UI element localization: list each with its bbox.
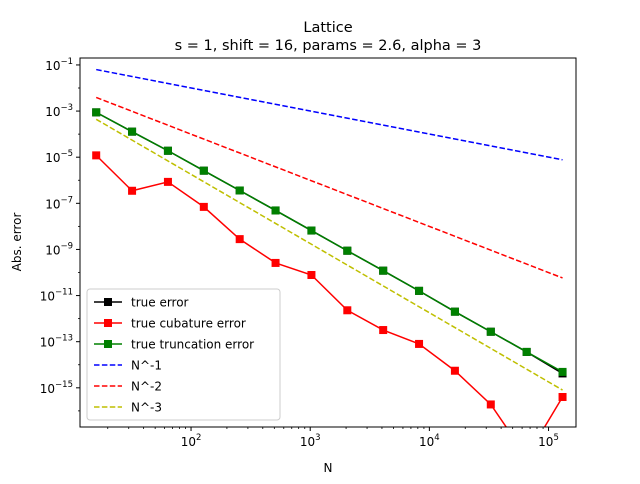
data-point [486, 327, 495, 336]
y-tick-label: 10−15 [40, 380, 73, 396]
data-point [307, 226, 316, 235]
data-point [415, 286, 424, 295]
series-2 [92, 108, 567, 376]
data-point [343, 306, 352, 315]
data-point [271, 258, 280, 267]
data-point [558, 392, 567, 401]
data-point [163, 177, 172, 186]
data-point [163, 146, 172, 155]
legend-label: N^-1 [131, 359, 162, 373]
legend-entry: N^-2 [94, 380, 162, 394]
legend-entry: true error [94, 296, 189, 310]
legend-label: N^-2 [131, 380, 162, 394]
x-tick-label: 103 [300, 433, 321, 449]
x-axis-label: N [324, 461, 333, 475]
data-point [450, 366, 459, 375]
legend-entry: N^-3 [94, 401, 162, 415]
series-layer [92, 68, 567, 427]
y-tick-label: 10−9 [45, 241, 73, 257]
legend-entry: true cubature error [94, 317, 246, 331]
x-tick-label: 104 [419, 433, 440, 449]
legend-marker [104, 298, 112, 306]
axis-ticks: 102 103 104 105 10−15 10−13 10−11 10−9 10−7 10−5 1… [40, 57, 559, 449]
data-point [199, 166, 208, 175]
chart-subtitle: s = 1, shift = 16, params = 2.6, alpha =… [175, 38, 482, 54]
chart-title: Lattice [303, 20, 352, 36]
series-line [95, 154, 564, 427]
series-line [95, 111, 563, 373]
data-point [522, 347, 531, 356]
data-point [307, 270, 316, 279]
series-4 [95, 96, 563, 279]
legend-entry: true truncation error [94, 338, 254, 352]
y-tick-label: 10−7 [45, 195, 73, 211]
legend-label: true truncation error [131, 338, 254, 352]
x-tick-label: 102 [181, 433, 202, 449]
data-point [92, 151, 101, 160]
y-tick-label: 10−3 [45, 103, 73, 119]
data-point [199, 202, 208, 211]
series-5 [95, 118, 563, 391]
x-tick-label: 105 [538, 433, 559, 449]
y-tick-label: 10−1 [45, 57, 73, 73]
series-line [95, 118, 563, 391]
legend-box [86, 288, 281, 421]
y-tick-label: 10−5 [45, 149, 73, 165]
y-tick-label: 10−11 [40, 288, 73, 304]
legend-entry: N^-1 [94, 359, 162, 373]
data-point [379, 326, 388, 335]
data-point [128, 186, 137, 195]
data-point [379, 266, 388, 275]
data-point [235, 235, 244, 244]
data-point [128, 127, 137, 136]
data-point [271, 206, 280, 215]
y-axis-label: Abs. error [10, 213, 24, 272]
legend-label: N^-3 [131, 401, 162, 415]
legend-label: true error [131, 296, 189, 310]
data-point [486, 400, 495, 409]
legend-marker [104, 340, 112, 348]
legend: true error true cubature error true trunca… [86, 288, 281, 421]
legend-label: true cubature error [131, 317, 246, 331]
data-point [415, 339, 424, 348]
data-point [235, 186, 244, 195]
data-point [343, 246, 352, 255]
series-3 [96, 68, 563, 161]
data-point [450, 307, 459, 316]
data-point [92, 108, 101, 117]
y-tick-label: 10−13 [40, 334, 73, 350]
series-line [95, 96, 563, 279]
legend-marker [104, 319, 112, 327]
data-point [558, 367, 567, 376]
series-1 [92, 151, 567, 427]
plot-frame [79, 57, 577, 428]
series-line [96, 68, 563, 161]
